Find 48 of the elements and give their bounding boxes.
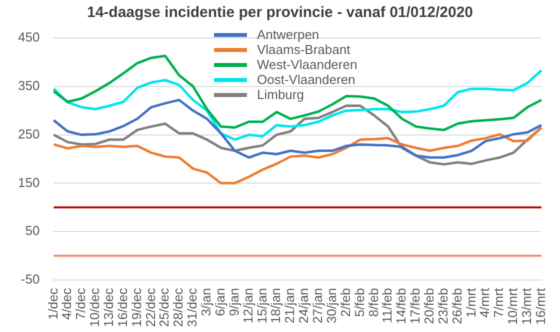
x-tick-label: 4/mrt xyxy=(477,288,492,318)
x-tick-label: 21/jan xyxy=(282,288,298,324)
y-tick-label: 250 xyxy=(18,126,40,142)
x-tick-label: 2/feb xyxy=(338,288,353,317)
x-tick-label: 13/mrt xyxy=(519,288,534,325)
legend-label: Oost-Vlaanderen xyxy=(257,72,356,87)
x-tick-label: 31/dec xyxy=(184,287,200,328)
x-tick-label: 10/mrt xyxy=(505,288,520,325)
x-tick-label: 1/mrt xyxy=(463,288,478,318)
x-tick-label: 5/feb xyxy=(352,288,367,317)
y-tick-label: 450 xyxy=(18,30,40,45)
x-tick-label: 8/feb xyxy=(366,288,381,317)
x-tick-label: 26/feb xyxy=(449,288,464,324)
x-tick-label: 4/dec xyxy=(59,287,74,320)
legend-label: West-Vlaanderen xyxy=(257,57,358,72)
x-tick-label: 11/feb xyxy=(380,288,395,324)
legend-label: Vlaams-Brabant xyxy=(257,42,350,57)
x-tick-label: 9/jan xyxy=(226,288,242,316)
x-tick-label: 24/jan xyxy=(296,288,312,324)
x-tick-label: 13/dec xyxy=(101,287,116,328)
x-tick-label: 3/jan xyxy=(198,288,214,316)
x-tick-label: 14/feb xyxy=(394,288,409,324)
legend-label: Antwerpen xyxy=(257,27,320,42)
x-tick-label: 28/dec xyxy=(170,287,186,328)
x-tick-label: 22/dec xyxy=(142,287,158,328)
x-tick-label: 19/dec xyxy=(128,287,144,328)
x-tick-label: 12/jan xyxy=(240,288,256,324)
y-tick-label: 350 xyxy=(18,78,40,93)
x-tick-label: 23/feb xyxy=(435,288,450,324)
legend-label: Limburg xyxy=(257,87,304,102)
x-tick-label: 30/jan xyxy=(324,288,339,324)
x-tick-label: 7/dec xyxy=(73,287,88,320)
x-tick-label: 1/dec xyxy=(45,287,60,320)
x-tick-label: 20/feb xyxy=(422,288,436,324)
x-tick-label: 18/jan xyxy=(268,288,284,324)
x-tick-label: 17/feb xyxy=(408,288,423,324)
x-tick-label: 25/dec xyxy=(156,287,172,328)
x-tick-label: 7/mrt xyxy=(491,288,506,318)
chart-title: 14-daagse incidentie per provincie - vanaf 01/012/2020 xyxy=(86,4,474,21)
y-tick-label: 150 xyxy=(18,174,40,190)
x-tick-label: 15/jan xyxy=(254,288,270,324)
y-tick-label: 50 xyxy=(25,223,40,238)
y-tick-label: -50 xyxy=(20,272,40,287)
x-tick-label: 27/jan xyxy=(310,288,326,324)
x-tick-label: 16/mrt xyxy=(532,288,548,325)
x-tick-label: 16/dec xyxy=(114,287,130,328)
x-tick-label: 10/dec xyxy=(87,287,102,328)
x-tick-label: 6/jan xyxy=(212,288,228,316)
